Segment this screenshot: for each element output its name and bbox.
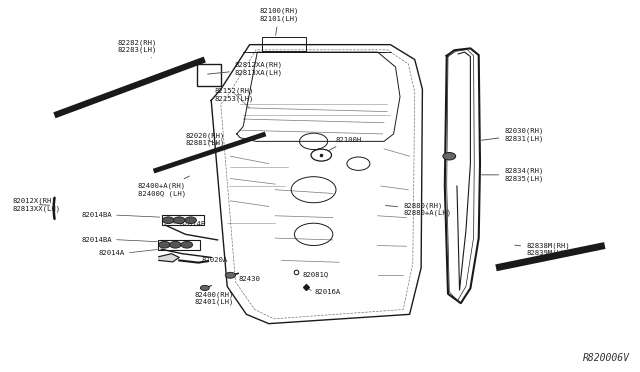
Text: 82152(RH)
82153(LH): 82152(RH) 82153(LH) [214,88,254,102]
Text: 82014A: 82014A [99,250,125,256]
Text: 82430: 82430 [238,276,260,282]
Text: 82016A: 82016A [315,289,341,295]
Circle shape [225,272,236,278]
Text: 82812XA(RH)
82813XA(LH): 82812XA(RH) 82813XA(LH) [207,62,283,76]
Polygon shape [159,254,179,262]
Text: 82834(RH)
82835(LH): 82834(RH) 82835(LH) [481,168,544,182]
Text: 82014BA: 82014BA [81,212,112,218]
Text: 82012X(RH)
82813XX(LH): 82012X(RH) 82813XX(LH) [13,198,61,212]
Circle shape [185,217,196,224]
Circle shape [159,241,170,248]
Text: 82838M(RH)
82839M(LH): 82838M(RH) 82839M(LH) [515,242,570,256]
Text: 82100H: 82100H [329,137,362,150]
Circle shape [181,241,193,248]
Circle shape [200,285,209,291]
Text: 82014BA: 82014BA [81,237,112,243]
Circle shape [170,241,181,248]
Text: R820006V: R820006V [584,353,630,363]
Text: 82400(RH)
82401(LH): 82400(RH) 82401(LH) [195,291,234,305]
Circle shape [163,217,174,224]
Text: 82081Q: 82081Q [302,272,328,278]
Text: 82014B: 82014B [179,221,205,227]
Text: 82030(RH)
82831(LH): 82030(RH) 82831(LH) [481,128,544,142]
Circle shape [443,153,456,160]
Text: 82400+A(RH)
82400Q (LH): 82400+A(RH) 82400Q (LH) [138,176,189,197]
Text: 82100(RH)
82101(LH): 82100(RH) 82101(LH) [259,7,299,35]
Text: 82282(RH)
82283(LH): 82282(RH) 82283(LH) [117,39,157,58]
Text: 82020(RH)
82881(LH): 82020(RH) 82881(LH) [186,132,225,147]
Text: 82020A: 82020A [202,257,228,263]
Circle shape [173,217,185,224]
Text: 82880(RH)
82880+A(LH): 82880(RH) 82880+A(LH) [385,202,451,216]
